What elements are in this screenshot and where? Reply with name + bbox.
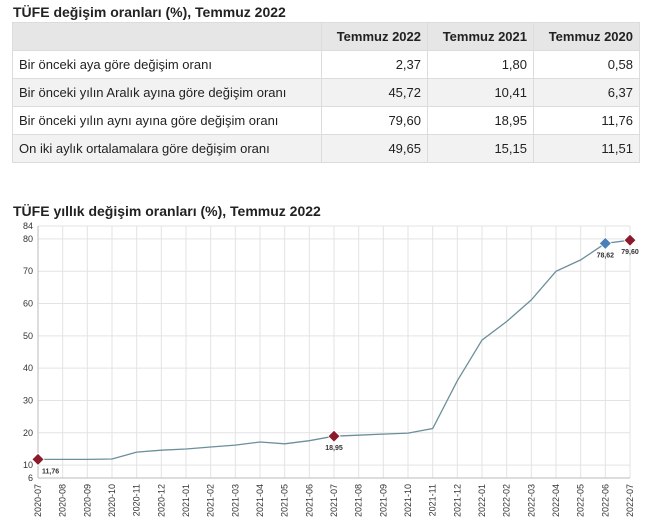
x-tick-label: 2022-03: [526, 484, 536, 517]
row-value: 1,80: [427, 50, 534, 79]
y-tick-label: 40: [23, 363, 33, 373]
row-value: 79,60: [321, 106, 428, 135]
x-tick-label: 2021-02: [206, 484, 216, 517]
y-tick-label: 6: [28, 473, 33, 483]
y-tick-label: 30: [23, 395, 33, 405]
x-tick-label: 2022-01: [477, 484, 487, 517]
table-header-row: Temmuz 2022 Temmuz 2021 Temmuz 2020: [12, 22, 640, 51]
row-value: 2,37: [321, 50, 428, 79]
x-tick-label: 2020-10: [107, 484, 117, 517]
row-value: 18,95: [427, 106, 534, 135]
table-title: TÜFE değişim oranları (%), Temmuz 2022: [13, 4, 286, 20]
x-tick-label: 2022-02: [502, 484, 512, 517]
row-value: 45,72: [321, 78, 428, 107]
y-tick-label: 10: [23, 460, 33, 470]
x-tick-label: 2022-04: [551, 484, 561, 517]
row-label: Bir önceki yılın Aralık ayına göre değiş…: [12, 78, 322, 107]
x-tick-label: 2022-07: [625, 484, 635, 517]
x-tick-label: 2021-11: [428, 484, 438, 516]
x-tick-label: 2021-09: [378, 484, 388, 517]
data-label: 79,60: [621, 249, 639, 256]
row-value: 15,15: [427, 134, 534, 163]
chart-title: TÜFE yıllık değişim oranları (%), Temmuz…: [13, 203, 321, 219]
data-point-marker: [327, 429, 341, 443]
table-row: Bir önceki aya göre değişim oranı 2,37 1…: [12, 50, 640, 79]
table-row: On iki aylık ortalamalara göre değişim o…: [12, 134, 640, 163]
data-point-marker: [31, 452, 45, 466]
y-tick-label: 80: [23, 234, 33, 244]
x-tick-label: 2021-04: [255, 484, 265, 517]
line-chart: 6 10 20 30 40 50 60 70 80 84 2020-07 2020-08 2020-09…: [23, 221, 639, 517]
row-label: Bir önceki aya göre değişim oranı: [12, 50, 322, 79]
row-label: Bir önceki yılın aynı ayına göre değişim…: [12, 106, 322, 135]
x-tick-label: 2021-06: [304, 484, 314, 517]
x-tick-label: 2022-05: [576, 484, 586, 517]
row-label: On iki aylık ortalamalara göre değişim o…: [12, 134, 322, 163]
data-label: 11,76: [42, 468, 59, 475]
x-tick-label: 2022-06: [600, 484, 610, 517]
y-tick-label: 20: [23, 428, 33, 438]
table-row: Bir önceki yılın aynı ayına göre değişim…: [12, 106, 640, 135]
table-row: Bir önceki yılın Aralık ayına göre değiş…: [12, 78, 640, 107]
x-tick-label: 2021-07: [329, 484, 339, 517]
table-header-empty: [12, 22, 322, 51]
row-value: 11,51: [533, 134, 640, 163]
x-tick-label: 2020-07: [33, 484, 43, 517]
table-header-2021: Temmuz 2021: [427, 22, 534, 51]
x-tick-label: 2021-01: [181, 484, 191, 517]
data-label: 78,62: [597, 252, 615, 259]
stats-table: Temmuz 2022 Temmuz 2021 Temmuz 2020 Bir …: [12, 22, 640, 163]
table-header-2020: Temmuz 2020: [533, 22, 640, 51]
x-tick-label: 2021-05: [280, 484, 290, 517]
data-label: 18,95: [325, 445, 343, 452]
y-tick-label: 50: [23, 331, 33, 341]
x-tick-label: 2021-03: [230, 484, 240, 517]
y-tick-label: 84: [23, 221, 33, 231]
x-tick-label: 2021-08: [354, 484, 364, 517]
x-tick-label: 2021-12: [452, 484, 462, 517]
x-tick-label: 2020-09: [82, 484, 92, 517]
row-value: 6,37: [533, 78, 640, 107]
x-tick-label: 2020-11: [132, 484, 142, 516]
row-value: 0,58: [533, 50, 640, 79]
y-tick-label: 70: [23, 266, 33, 276]
row-value: 49,65: [321, 134, 428, 163]
x-tick-label: 2020-12: [156, 484, 166, 517]
x-tick-label: 2021-10: [403, 484, 413, 517]
row-value: 10,41: [427, 78, 534, 107]
row-value: 11,76: [533, 106, 640, 135]
y-tick-label: 60: [23, 299, 33, 309]
x-tick-label: 2020-08: [58, 484, 68, 517]
table-header-2022: Temmuz 2022: [321, 22, 428, 51]
data-point-marker: [598, 236, 612, 250]
data-point-marker: [623, 233, 637, 247]
